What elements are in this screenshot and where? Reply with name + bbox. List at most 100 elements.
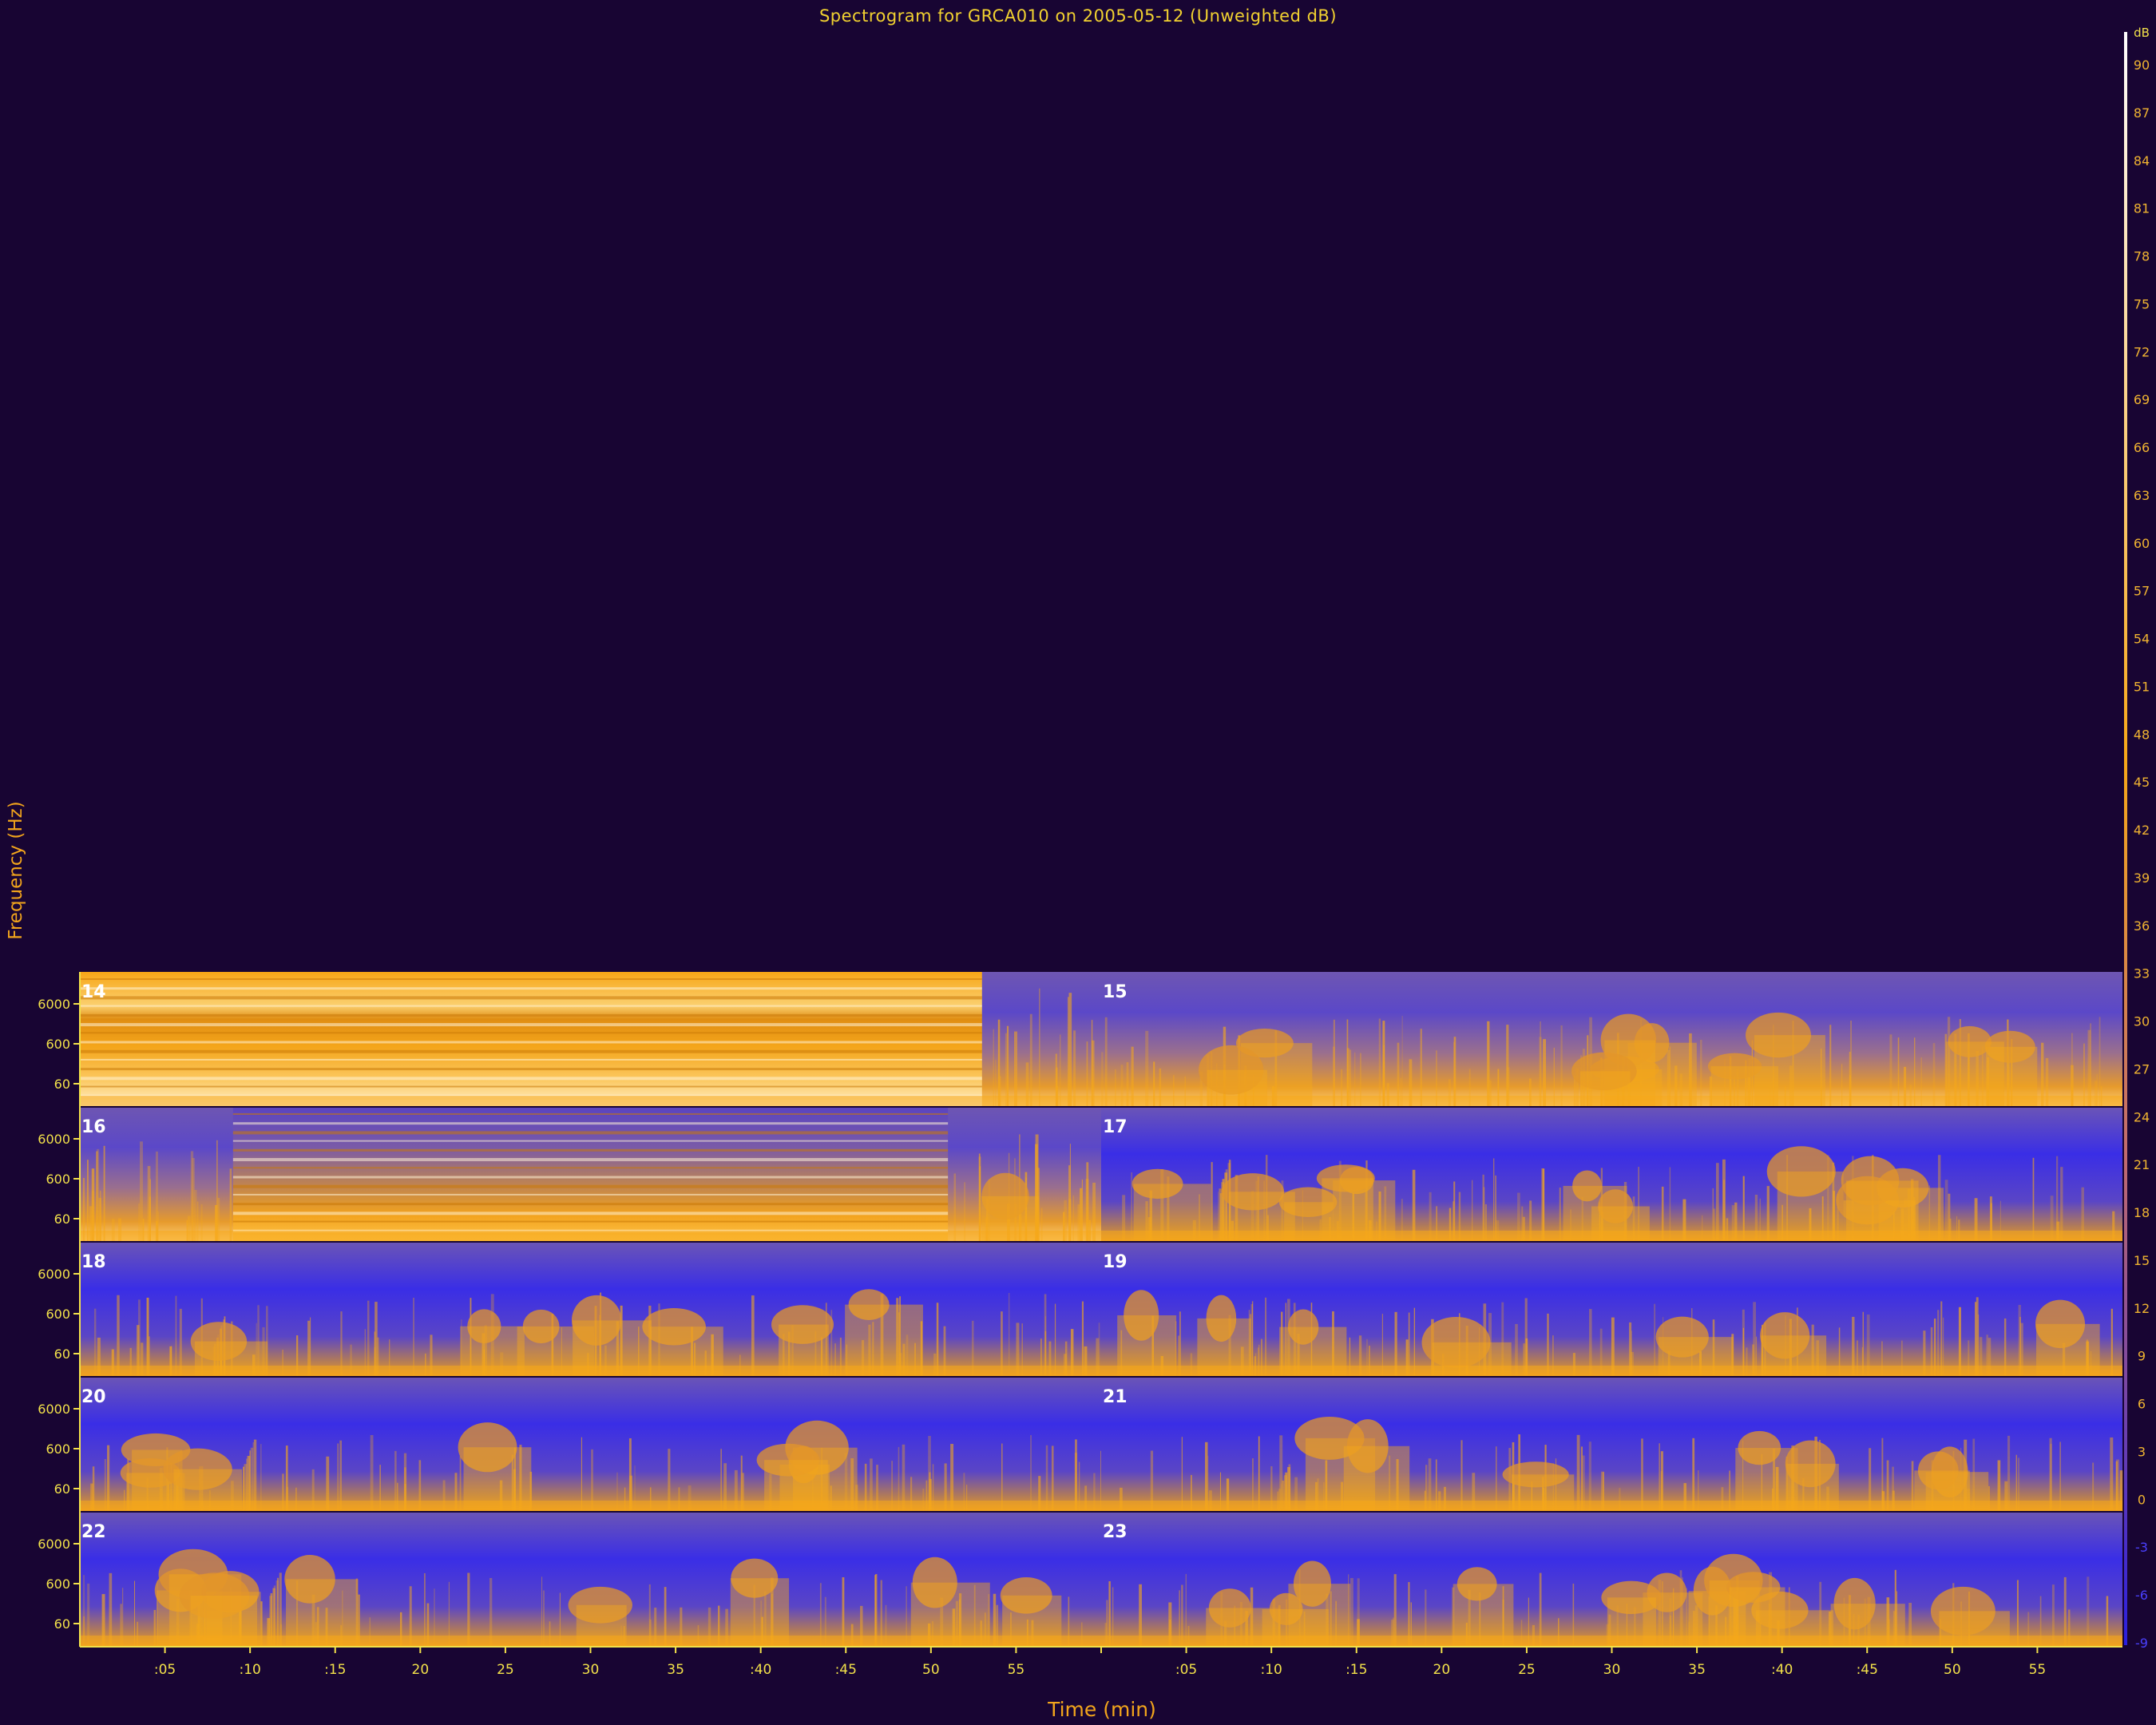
- energy-streak: [1777, 1620, 1780, 1647]
- energy-streak: [2032, 1157, 2035, 1242]
- energy-streak: [1453, 1181, 1456, 1242]
- call-blob: [1601, 1580, 1662, 1615]
- energy-streak: [1349, 1577, 1353, 1647]
- energy-streak: [369, 1617, 371, 1647]
- energy-streak: [1349, 1337, 1351, 1377]
- energy-streak: [1497, 1069, 1500, 1107]
- energy-streak: [1641, 1438, 1643, 1512]
- energy-streak: [1045, 1445, 1048, 1512]
- energy-streak: [137, 1325, 140, 1377]
- energy-streak: [342, 1590, 343, 1647]
- energy-streak: [1954, 1033, 1957, 1107]
- energy-streak: [1629, 1322, 1632, 1377]
- energy-streak: [266, 1306, 268, 1377]
- energy-streak: [860, 1605, 863, 1647]
- hour-label: 22: [81, 1522, 106, 1542]
- energy-streak: [844, 1453, 848, 1512]
- energy-streak: [107, 1445, 110, 1512]
- energy-streak: [986, 1199, 989, 1242]
- energy-streak: [1093, 1473, 1096, 1512]
- energy-streak: [1219, 1193, 1223, 1242]
- energy-streak: [931, 1620, 934, 1647]
- energy-streak: [1522, 1216, 1525, 1242]
- energy-streak: [325, 1608, 328, 1647]
- energy-streak: [93, 1308, 97, 1377]
- energy-streak: [111, 1349, 114, 1377]
- colorbar-tick-label: 60: [2134, 536, 2150, 551]
- energy-streak: [1325, 1460, 1328, 1512]
- energy-streak: [1748, 1058, 1751, 1107]
- energy-streak: [1001, 1443, 1003, 1512]
- energy-streak: [1335, 1600, 1338, 1647]
- energy-streak: [175, 1295, 177, 1377]
- energy-streak: [2027, 1612, 2030, 1647]
- energy-streak: [1250, 1303, 1253, 1377]
- energy-streak: [1258, 1436, 1260, 1512]
- energy-streak: [1405, 1339, 1409, 1377]
- energy-streak: [1235, 1175, 1239, 1242]
- energy-streak: [864, 1463, 867, 1512]
- energy-streak: [1295, 1340, 1297, 1377]
- colorbar-tick-label: 33: [2134, 966, 2150, 981]
- energy-streak: [1035, 1134, 1039, 1242]
- saturation-band: [232, 1167, 949, 1169]
- energy-streak: [1541, 1168, 1545, 1242]
- colorbar-tick-label: 42: [2134, 823, 2150, 838]
- energy-streak: [1081, 1179, 1083, 1242]
- energy-streak: [340, 1311, 343, 1377]
- energy-streak: [1016, 1322, 1020, 1377]
- energy-streak: [1923, 1330, 1926, 1377]
- energy-streak: [257, 1305, 260, 1377]
- colorbar-unit-label: dB: [2134, 26, 2150, 40]
- energy-streak: [426, 1603, 430, 1647]
- energy-streak: [350, 1344, 352, 1377]
- energy-streak: [2004, 1481, 2008, 1512]
- energy-streak: [2050, 1196, 2054, 1242]
- x-tick-label: 25: [497, 1662, 514, 1678]
- energy-streak: [141, 1342, 144, 1377]
- energy-streak: [1689, 1033, 1692, 1107]
- energy-streak: [1013, 1031, 1017, 1107]
- energy-streak: [1039, 988, 1040, 1107]
- y-tick-label: 600: [46, 1441, 70, 1457]
- energy-streak: [971, 1320, 974, 1377]
- energy-streak: [1479, 1592, 1481, 1647]
- energy-streak: [1160, 1169, 1164, 1242]
- energy-streak: [1772, 1025, 1774, 1107]
- energy-streak: [1068, 1165, 1071, 1242]
- energy-streak: [122, 1588, 124, 1647]
- y-tick-label: 600: [46, 1576, 70, 1592]
- energy-streak: [1281, 1311, 1283, 1377]
- energy-streak: [2062, 1342, 2066, 1377]
- energy-streak: [120, 1604, 122, 1647]
- energy-streak: [1073, 1030, 1076, 1107]
- energy-streak: [1667, 1049, 1671, 1107]
- call-blob: [1841, 1156, 1900, 1206]
- energy-streak: [1524, 1298, 1528, 1377]
- energy-streak: [1894, 1569, 1896, 1647]
- energy-streak: [936, 1303, 939, 1377]
- energy-streak: [2045, 1057, 2049, 1107]
- energy-streak: [1429, 1192, 1432, 1242]
- energy-streak: [1944, 1033, 1948, 1107]
- energy-streak: [2083, 1043, 2085, 1107]
- y-tick-label: 600: [46, 1037, 70, 1052]
- saturation-band: [80, 1032, 982, 1034]
- energy-streak: [2086, 1341, 2090, 1377]
- energy-streak: [1048, 1341, 1052, 1377]
- energy-streak: [404, 1484, 406, 1512]
- energy-streak: [1211, 1162, 1213, 1242]
- energy-streak: [1900, 1208, 1904, 1242]
- energy-streak: [425, 1353, 426, 1377]
- energy-streak: [1660, 1451, 1663, 1512]
- energy-streak: [1150, 1450, 1154, 1512]
- energy-streak: [1734, 1202, 1738, 1242]
- energy-streak: [1018, 1214, 1022, 1242]
- energy-streak: [549, 1621, 551, 1647]
- x-tick-label: 25: [1518, 1662, 1536, 1678]
- hour-panel-21: 21: [1101, 1377, 2123, 1512]
- energy-streak: [87, 1583, 90, 1647]
- call-blob: [1206, 1295, 1237, 1342]
- colorbar-strip: [2124, 32, 2127, 1645]
- energy-streak: [1006, 1025, 1009, 1107]
